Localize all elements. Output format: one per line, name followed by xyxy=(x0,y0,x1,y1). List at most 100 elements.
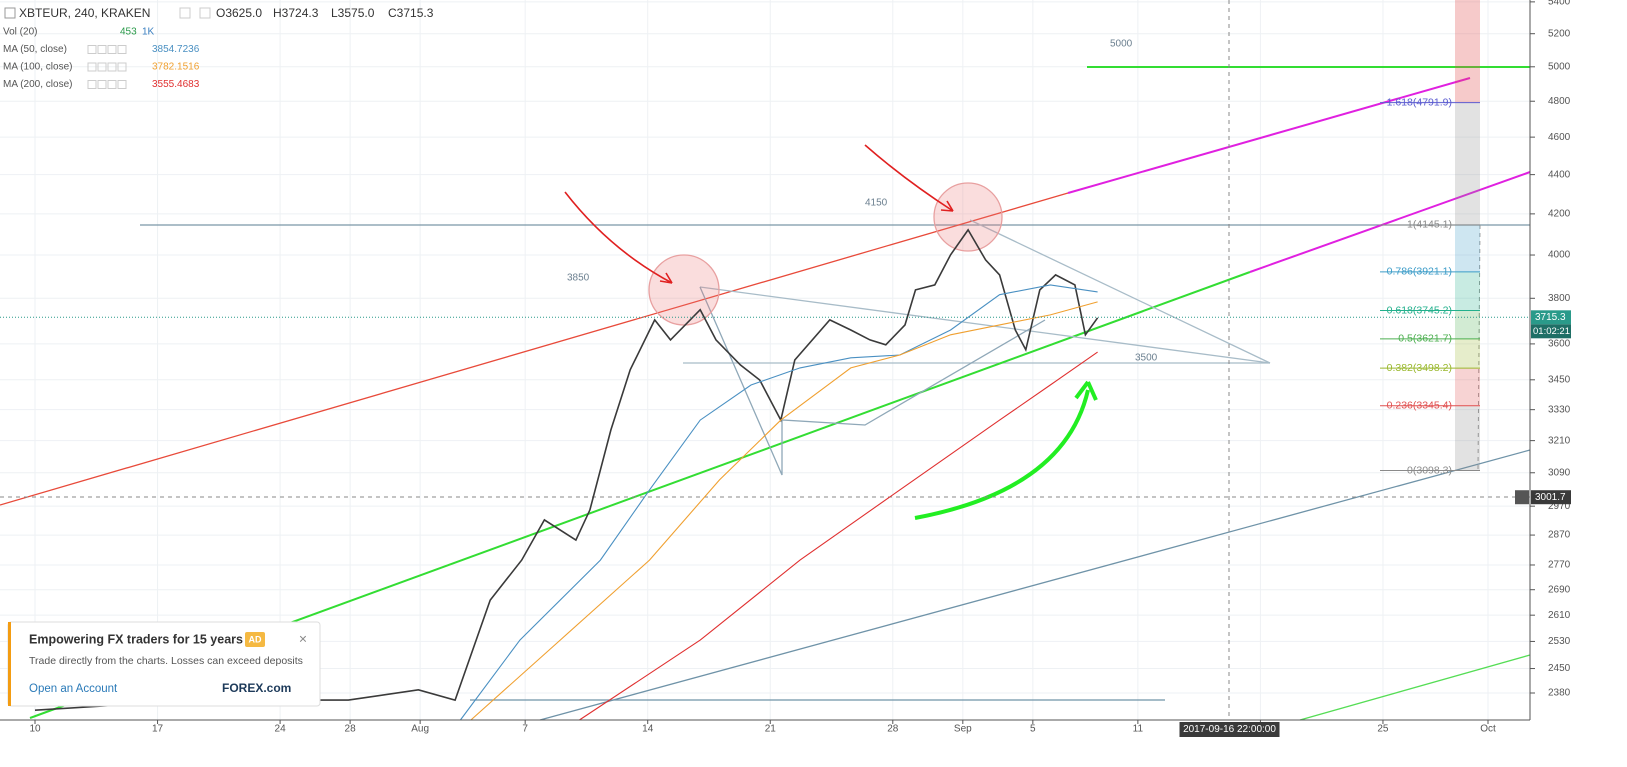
legend-label: MA (100, close) xyxy=(3,62,72,73)
ad-close[interactable]: × xyxy=(299,631,307,647)
x-tick-label: Sep xyxy=(954,724,972,735)
ma-line xyxy=(470,301,1098,721)
header: XBTEUR, 240, KRAKEN O3625.0 H3724.3 L357… xyxy=(3,6,434,37)
x-tick-label: 24 xyxy=(275,724,287,735)
x-tick-label: 21 xyxy=(765,724,777,735)
y-tick-label: 4400 xyxy=(1548,169,1571,180)
crosshair-date-box xyxy=(1179,722,1280,737)
y-tick-label: 2380 xyxy=(1548,688,1571,699)
symbol-title: XBTEUR, 240, KRAKEN xyxy=(19,6,150,20)
trend-line xyxy=(0,192,1069,506)
fib-label: 0.236(3345.4) xyxy=(1387,400,1452,412)
x-tick-label: 7 xyxy=(522,724,528,735)
legend-icon[interactable] xyxy=(107,80,117,89)
fib-band xyxy=(1455,271,1480,311)
y-tick-label: 4000 xyxy=(1548,250,1571,261)
trend-line xyxy=(1249,171,1531,273)
last-price-label: 3715.3 xyxy=(1535,312,1566,323)
legend-icon[interactable] xyxy=(107,62,117,72)
fib-band xyxy=(1455,310,1480,339)
settings-icon[interactable] xyxy=(179,7,191,19)
x-tick-label: 28 xyxy=(345,724,357,735)
fib-band xyxy=(1455,102,1480,225)
price-axis xyxy=(1530,0,1627,740)
fib-band xyxy=(1455,338,1480,369)
y-tick-label: 4200 xyxy=(1548,209,1571,220)
collapse-icon[interactable] xyxy=(4,7,16,19)
legend-icon[interactable] xyxy=(97,80,107,89)
indicator-value: 1K xyxy=(142,27,155,38)
y-tick-label: 3600 xyxy=(1548,339,1571,350)
y-tick-label: 2610 xyxy=(1548,610,1571,621)
y-tick-label: 3450 xyxy=(1548,374,1571,385)
fib-label: 0.786(3921.1) xyxy=(1387,266,1452,278)
legend-icon[interactable] xyxy=(87,45,97,54)
level-label: 5000 xyxy=(1110,39,1133,50)
axes: 5400 5200 5000 4800 4600 4400 4200 4000 3800 3600… xyxy=(0,0,1571,737)
crosshair-date-label: 2017-09-16 22:00:00 xyxy=(1183,724,1276,735)
trend-line xyxy=(1067,77,1471,194)
fib-label: 0.618(3745.2) xyxy=(1387,304,1452,316)
ad-accent xyxy=(8,622,11,706)
legend: MA (50, close) 3854.7236 MA (100, close) 37… xyxy=(3,44,200,90)
legend-icon[interactable] xyxy=(107,45,117,54)
fib-band xyxy=(1455,0,1480,103)
ad-banner: Empowering FX traders for 15 years AD × … xyxy=(7,621,321,707)
legend-value: 3854.7236 xyxy=(152,44,200,55)
price-line xyxy=(34,228,1099,711)
legend-icon[interactable] xyxy=(117,45,127,54)
x-tick-label: Aug xyxy=(411,724,429,735)
x-tick-label: 28 xyxy=(887,724,899,735)
fib-label: 0(3098.3) xyxy=(1407,464,1452,476)
highlight-circle xyxy=(933,182,1003,252)
trend-line xyxy=(539,449,1531,721)
level-label: 3500 xyxy=(1135,353,1158,364)
legend-icon[interactable] xyxy=(97,45,107,54)
y-tick-label: 3090 xyxy=(1548,467,1571,478)
y-tick-label: 3800 xyxy=(1548,293,1571,304)
highlight-circle xyxy=(648,254,720,326)
arrow-head xyxy=(659,272,673,284)
hide-icon[interactable] xyxy=(199,7,211,19)
legend-value: 3782.1516 xyxy=(152,62,200,73)
ad-badge: AD xyxy=(249,634,262,644)
series: 5000 4150 3850 3500 xyxy=(34,39,1158,721)
ohlc-open: O3625.0 xyxy=(216,6,262,20)
y-tick-label: 2970 xyxy=(1548,501,1571,512)
x-tick-label: Oct xyxy=(1480,724,1496,735)
fib-label: 1(4145.1) xyxy=(1407,219,1452,231)
fib-trend xyxy=(1477,224,1481,471)
crosshair-plus xyxy=(1515,490,1529,505)
legend-icon[interactable] xyxy=(97,62,107,72)
y-tick-label: 3330 xyxy=(1548,404,1571,415)
fib-band xyxy=(1455,405,1480,471)
crosshair-price-box xyxy=(1531,490,1571,505)
y-tick-label: 3210 xyxy=(1548,435,1571,446)
legend-icon[interactable] xyxy=(117,62,127,72)
indicator-name: Vol (20) xyxy=(3,27,37,38)
countdown-label: 01:02:21 xyxy=(1533,326,1570,337)
x-tick-label: 5 xyxy=(1030,724,1036,735)
arrow xyxy=(864,144,954,212)
x-tick-label: 10 xyxy=(29,724,41,735)
y-tick-label: 2530 xyxy=(1548,636,1571,647)
last-price-box xyxy=(1531,310,1571,325)
x-tick-label: 11 xyxy=(1133,724,1144,735)
ad-title: Empowering FX traders for 15 years xyxy=(29,632,243,646)
ma-line xyxy=(459,284,1098,721)
legend-icon[interactable] xyxy=(87,62,97,72)
arrow xyxy=(564,191,673,284)
arrow-head xyxy=(1074,380,1098,401)
countdown-box xyxy=(1531,324,1571,339)
legend-icon[interactable] xyxy=(117,80,127,89)
trend-line xyxy=(969,219,1271,364)
x-tick-label: 25 xyxy=(1377,724,1389,735)
ohlc-low: L3575.0 xyxy=(331,6,375,20)
ad-text: Trade directly from the charts. Losses c… xyxy=(29,655,303,667)
legend-icon[interactable] xyxy=(87,80,97,89)
arrow-head xyxy=(940,200,954,212)
x-tick-label: 17 xyxy=(152,724,164,735)
y-tick-label: 5200 xyxy=(1548,28,1571,39)
ad-link[interactable]: Open an Account xyxy=(29,683,118,695)
legend-value: 3555.4683 xyxy=(152,79,200,90)
